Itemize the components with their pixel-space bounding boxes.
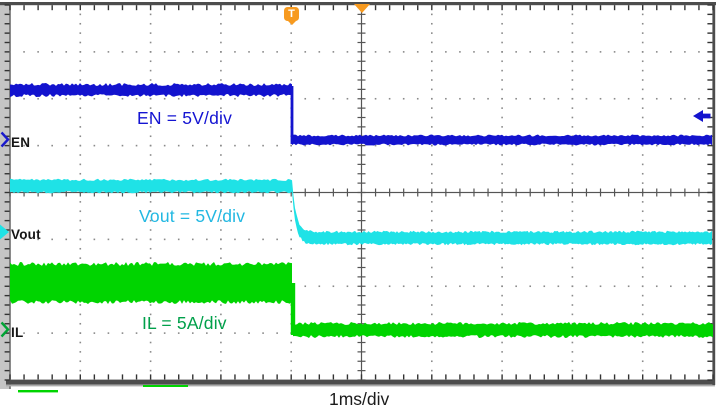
vout-channel-tag: Vout (0, 224, 41, 245)
vout-scale-label: Vout = 5V/div (139, 206, 246, 226)
timebase-label: 1ms/div (329, 389, 390, 409)
en-channel-name: EN (11, 134, 31, 150)
vout-channel-name: Vout (11, 227, 41, 242)
trigger-t-badge-icon: T (284, 7, 299, 25)
en-channel-tag: EN (0, 131, 30, 153)
il-channel-tag: IL (0, 321, 23, 343)
il-channel-name: IL (11, 324, 24, 340)
trigger-t-badge-text: T (288, 8, 295, 20)
trigger-level-arrow-icon (693, 109, 712, 123)
en-scale-label: EN = 5V/div (137, 108, 233, 128)
il-channel-marker-icon (0, 321, 10, 343)
il-scale-label: IL = 5A/div (142, 313, 227, 333)
trigger-position-triangle-icon (354, 4, 370, 13)
en-channel-marker-icon (0, 131, 10, 153)
vout-channel-marker-icon (0, 224, 10, 245)
